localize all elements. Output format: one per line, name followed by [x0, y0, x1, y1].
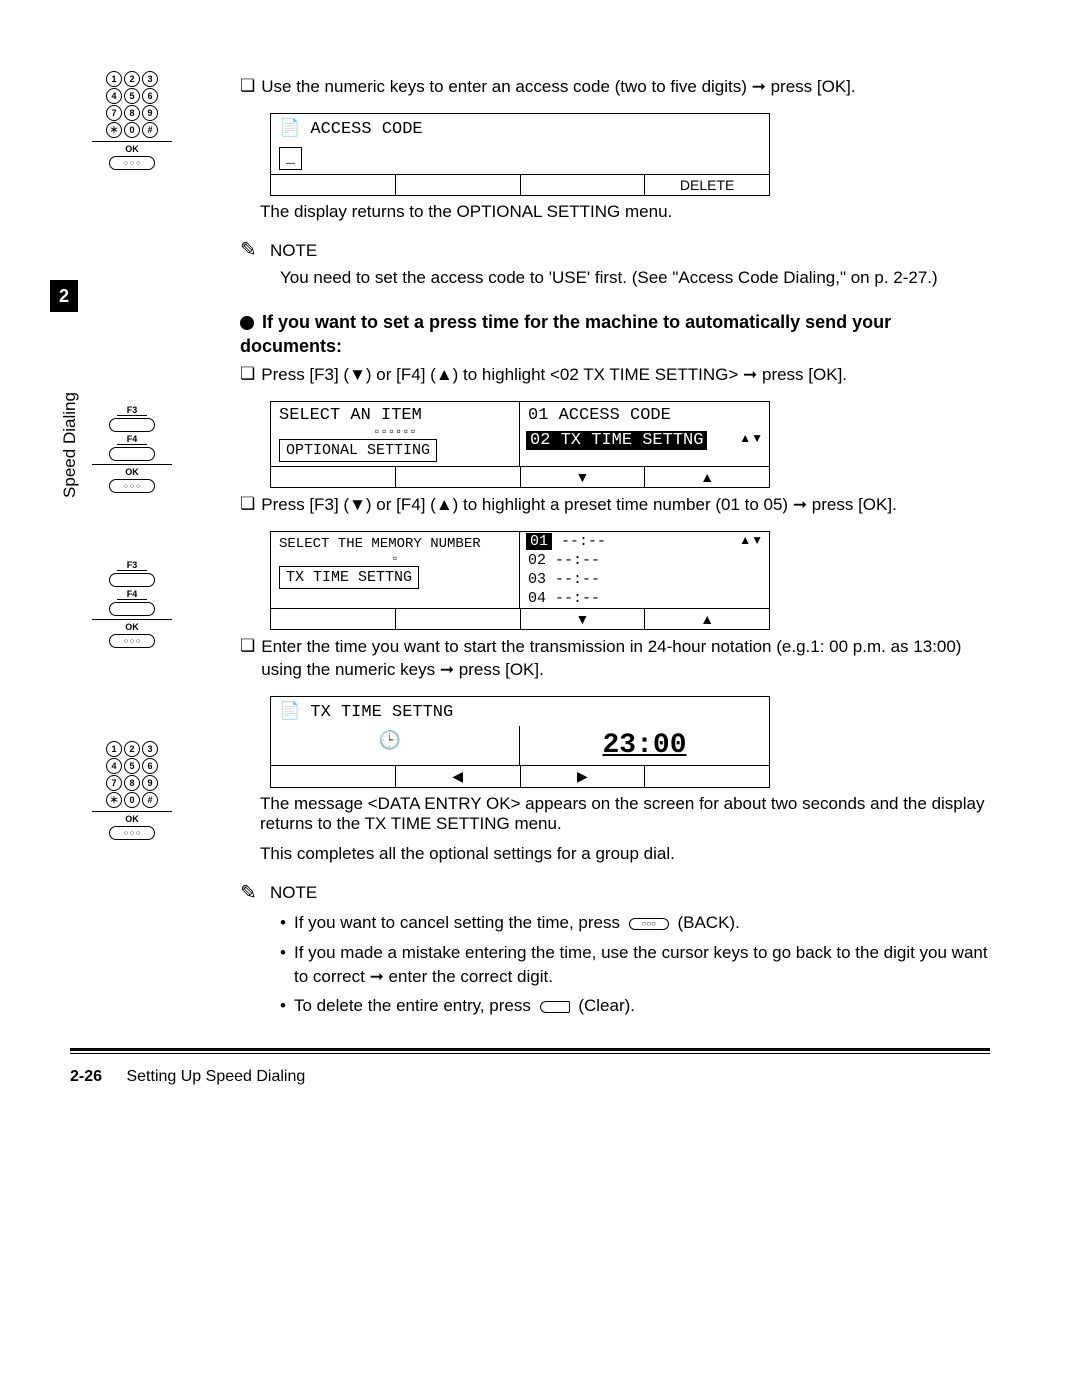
lcd-select-item: SELECT AN ITEM ▫▫▫▫▫▫ OPTIONAL SETTING 0… — [270, 401, 770, 488]
footer-title: Setting Up Speed Dialing — [126, 1068, 305, 1085]
note2-list: If you want to cancel setting the time, … — [280, 911, 990, 1018]
step-tx-time: ❏ Press [F3] (▼) or [F4] (▲) to highligh… — [240, 364, 990, 387]
keypad-diagram-1: 123 456 789 ＊0# OK ○ ○ ○ — [92, 70, 172, 172]
note1-text: You need to set the access code to 'USE'… — [280, 267, 990, 290]
up-arrow-icon: ▲ — [645, 467, 769, 487]
note2-item-1: If you want to cancel setting the time, … — [280, 911, 990, 935]
note2-item-3: To delete the entire entry, press (Clear… — [280, 994, 990, 1018]
lcd3-r4: 04 --:-- — [520, 589, 769, 608]
note1-label: NOTE — [270, 240, 317, 263]
subhead: If you want to set a press time for the … — [240, 310, 990, 359]
lcd3-left-title: SELECT THE MEMORY NUMBER — [279, 536, 511, 552]
down-arrow-icon: ▼ — [521, 609, 646, 629]
step4-text: Enter the time you want to start the tra… — [261, 636, 990, 682]
step1-caption: The display returns to the OPTIONAL SETT… — [260, 202, 990, 222]
footer: 2-26 Setting Up Speed Dialing — [70, 1068, 990, 1086]
step4-caption1: The message <DATA ENTRY OK> appears on t… — [260, 794, 990, 834]
checkbox-icon: ❏ — [240, 76, 255, 96]
note-icon: ✎ — [240, 883, 262, 905]
left-arrow-icon: ◀ — [396, 766, 521, 787]
step3-text: Press [F3] (▼) or [F4] (▲) to highlight … — [261, 494, 897, 517]
keypad-diagram-4: 123 456 789 ＊0# OK ○ ○ ○ — [92, 740, 172, 842]
step1-text: Use the numeric keys to enter an access … — [261, 76, 855, 99]
chapter-number: 2 — [50, 280, 78, 312]
step4-caption2: This completes all the optional settings… — [260, 844, 990, 864]
lcd-memory-number: SELECT THE MEMORY NUMBER ▫ TX TIME SETTN… — [270, 531, 770, 630]
note-2-head: ✎ NOTE — [240, 882, 990, 905]
keypad-diagram-2: F3 F4 OK○ ○ ○ — [92, 405, 172, 495]
lcd3-r2: 02 --:-- — [520, 551, 769, 570]
up-arrow-icon: ▲ — [645, 609, 769, 629]
footer-rule — [70, 1048, 990, 1054]
lcd2-r1: 01 ACCESS CODE — [520, 402, 769, 429]
checkbox-icon: ❏ — [240, 494, 255, 514]
step2-text: Press [F3] (▼) or [F4] (▲) to highlight … — [261, 364, 847, 387]
step-access-code: ❏ Use the numeric keys to enter an acces… — [240, 76, 990, 99]
note2-label: NOTE — [270, 882, 317, 905]
note-icon: ✎ — [240, 240, 262, 262]
lcd-time-entry: 📄 TX TIME SETTNG 🕒 23:00 ◀ ▶ — [270, 696, 770, 788]
step-enter-time: ❏ Enter the time you want to start the t… — [240, 636, 990, 682]
checkbox-icon: ❏ — [240, 636, 255, 656]
lcd3-left-box: TX TIME SETTNG — [279, 566, 419, 589]
lcd4-time: 23:00 — [520, 726, 769, 765]
right-arrow-icon: ▶ — [521, 766, 646, 787]
lcd2-left-box: OPTIONAL SETTING — [279, 439, 437, 462]
lcd3-r3: 03 --:-- — [520, 570, 769, 589]
bullet-icon — [240, 316, 254, 330]
lcd1-input: _ — [279, 147, 302, 170]
back-pill-icon: ○○○ — [629, 918, 669, 930]
checkbox-icon: ❏ — [240, 364, 255, 384]
down-arrow-icon: ▼ — [521, 467, 646, 487]
lcd1-delete: DELETE — [645, 175, 769, 195]
clock-icon: 🕒 — [379, 732, 401, 752]
lcd2-left-title: SELECT AN ITEM — [279, 406, 511, 425]
chapter-tab: 2 Speed Dialing — [50, 280, 78, 540]
keypad-diagram-3: F3 F4 OK○ ○ ○ — [92, 560, 172, 650]
lcd-access-code: 📄 ACCESS CODE _ DELETE — [270, 113, 770, 196]
lcd1-title: ACCESS CODE — [310, 120, 422, 139]
lcd2-r2: 02 TX TIME SETTNG — [526, 431, 707, 450]
lcd4-title: TX TIME SETTNG — [310, 703, 453, 722]
chapter-name: Speed Dialing — [60, 345, 80, 545]
note-1-head: ✎ NOTE — [240, 240, 990, 263]
page-number: 2-26 — [70, 1068, 102, 1085]
step-memory-number: ❏ Press [F3] (▼) or [F4] (▲) to highligh… — [240, 494, 990, 517]
clear-pill-icon — [540, 1001, 570, 1013]
note2-item-2: If you made a mistake entering the time,… — [280, 941, 990, 989]
